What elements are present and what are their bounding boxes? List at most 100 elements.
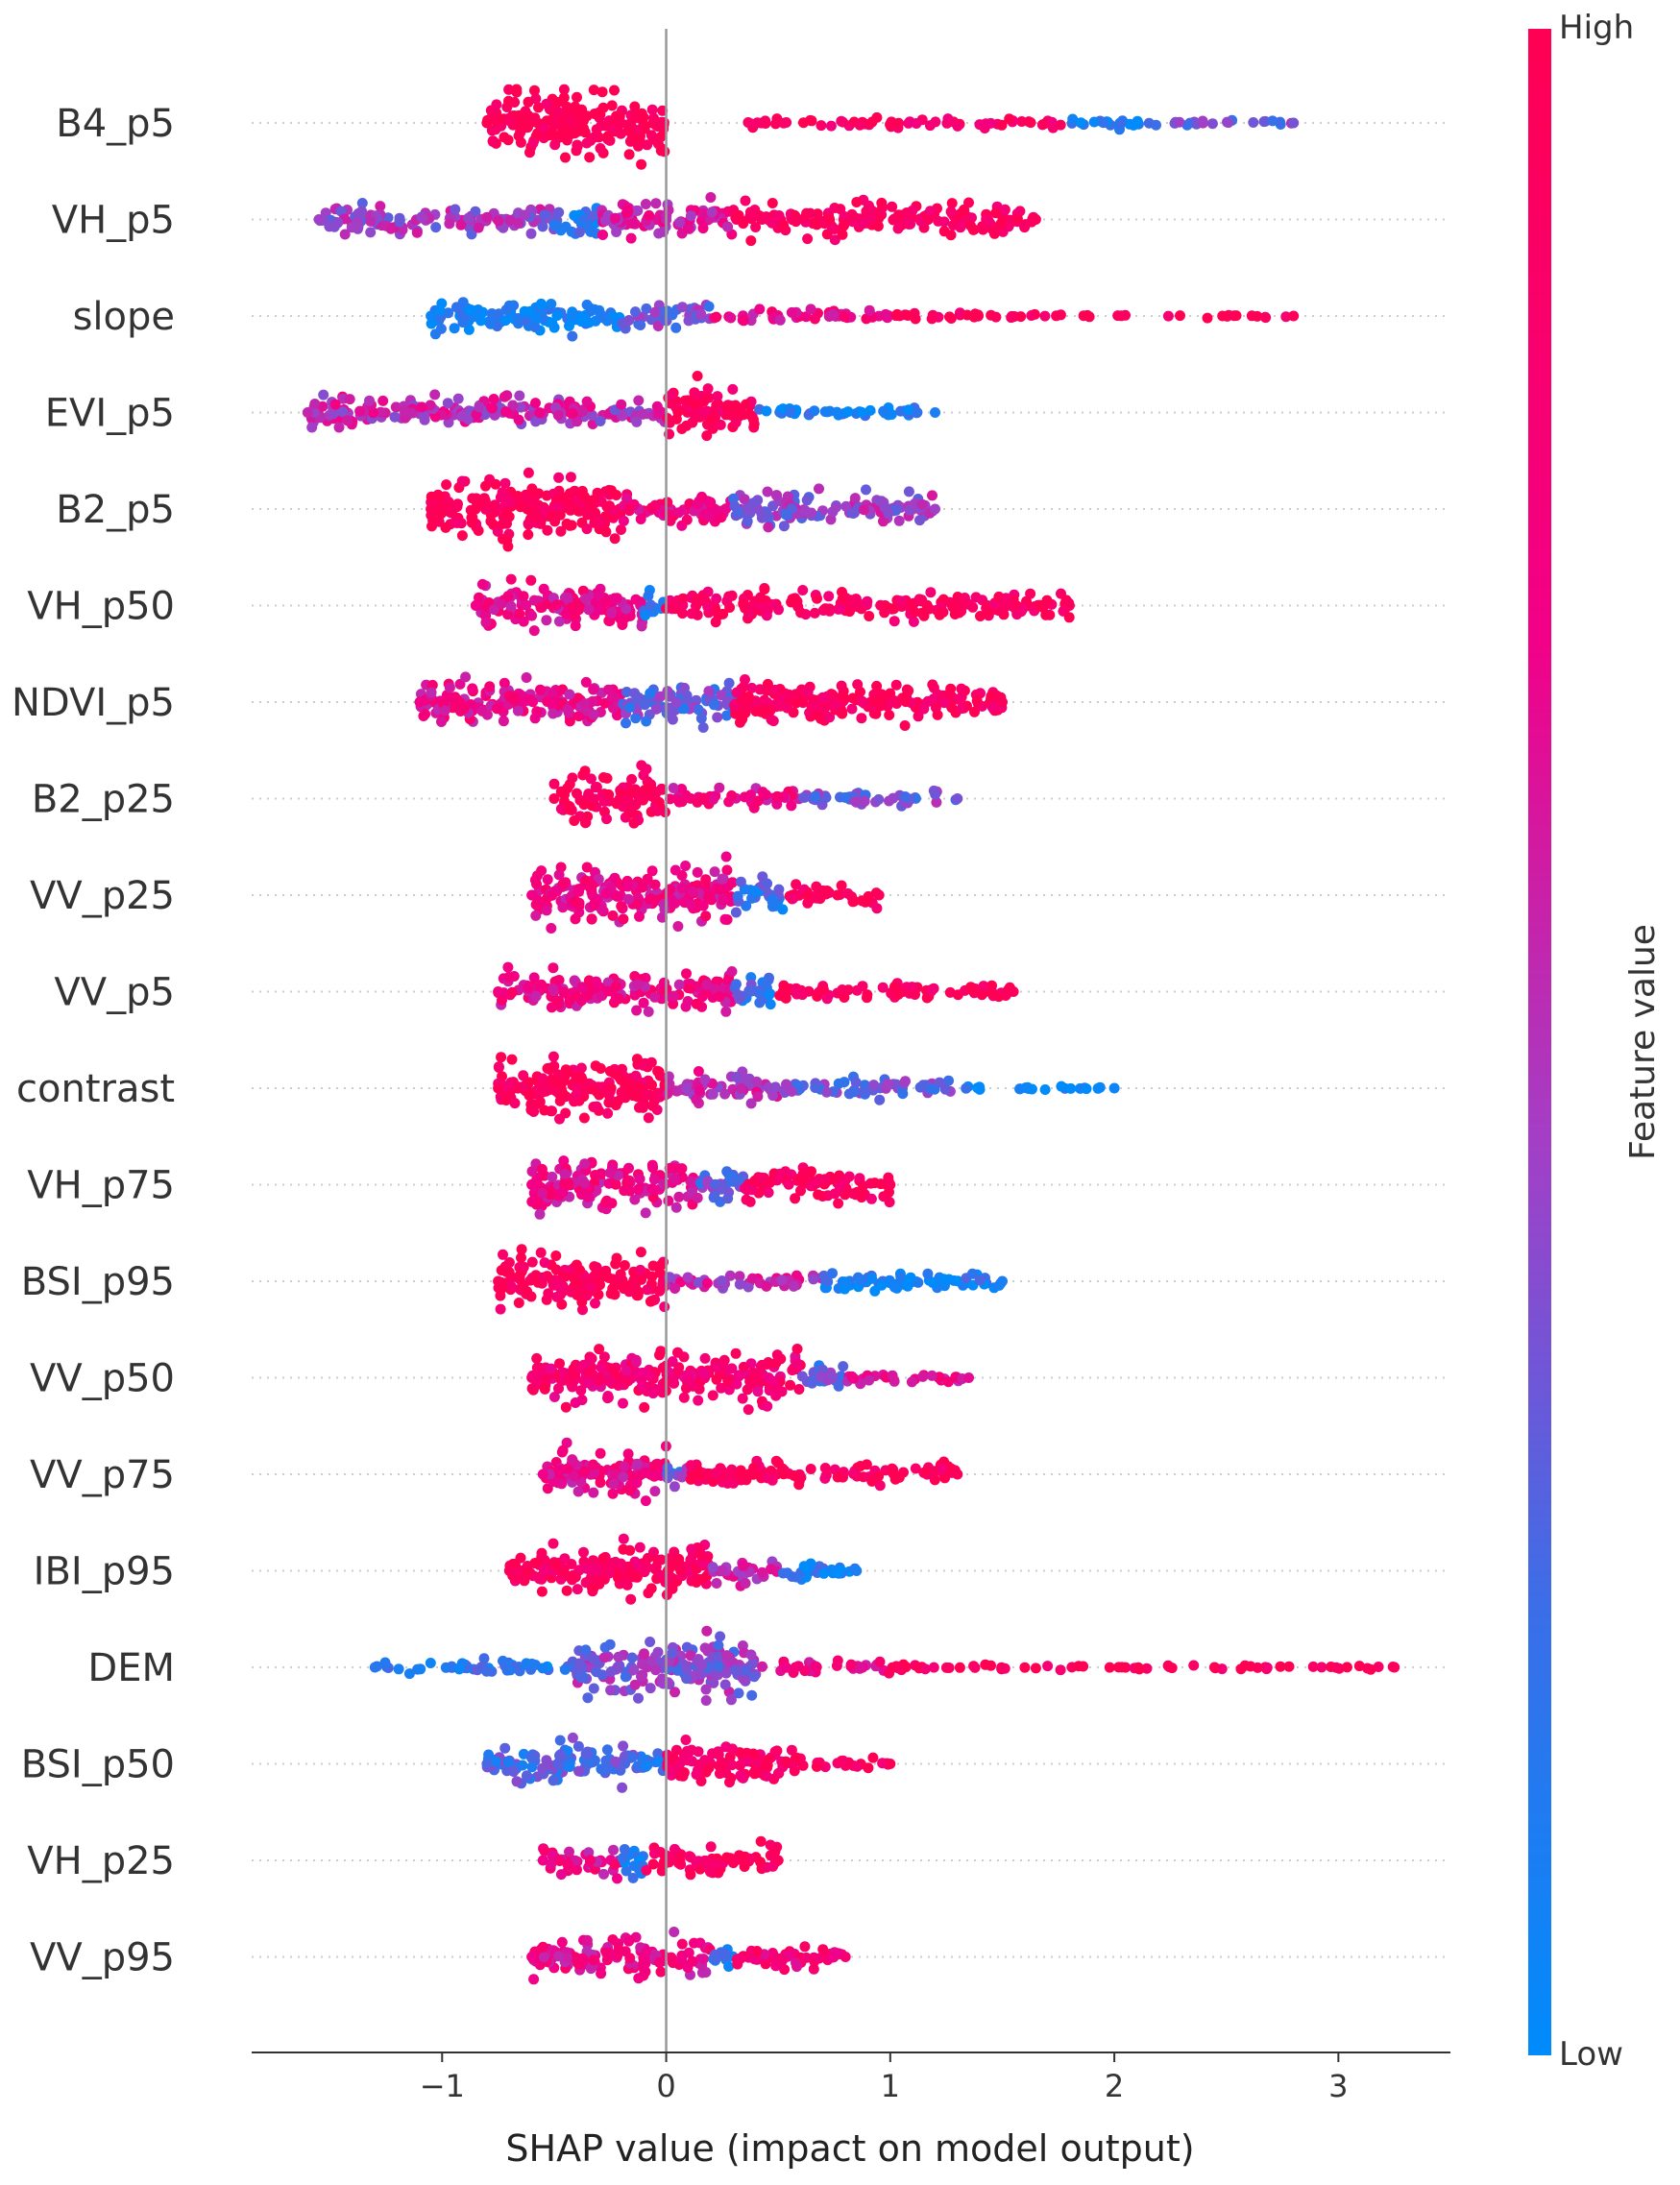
shap-point — [958, 599, 969, 611]
shap-point — [823, 591, 835, 602]
beeswarm-VV_p25 — [526, 851, 885, 934]
shap-point — [491, 99, 502, 110]
shap-point — [572, 1486, 584, 1497]
shap-point — [444, 218, 455, 230]
shap-point — [976, 989, 987, 1001]
shap-point — [306, 422, 318, 433]
shap-point — [714, 782, 725, 793]
shap-point — [885, 1179, 896, 1190]
shap-point — [499, 677, 510, 689]
shap-point — [645, 599, 656, 611]
shap-point — [642, 873, 653, 885]
shap-point — [513, 1298, 524, 1308]
shap-point — [668, 783, 679, 793]
shap-point — [553, 616, 565, 627]
shap-point — [548, 962, 559, 974]
shap-point — [463, 324, 475, 335]
shap-point — [399, 405, 410, 417]
shap-point — [581, 862, 593, 873]
shap-point — [864, 304, 875, 316]
shap-point — [609, 1469, 621, 1480]
shap-point — [436, 716, 447, 727]
shap-point — [827, 506, 839, 518]
shap-point — [481, 211, 493, 223]
shap-point — [564, 804, 575, 815]
shap-point — [496, 598, 507, 610]
shap-point — [626, 773, 638, 785]
shap-point — [809, 607, 820, 619]
shap-point — [622, 881, 634, 892]
shap-point — [560, 1401, 572, 1413]
shap-point — [543, 1062, 554, 1074]
shap-point — [727, 383, 739, 395]
shap-point — [795, 1185, 806, 1197]
shap-point — [1011, 213, 1023, 225]
shap-point — [487, 135, 499, 147]
shap-point — [588, 85, 599, 96]
shap-point — [621, 717, 631, 729]
shap-point — [891, 308, 903, 320]
shap-point — [703, 301, 715, 312]
shap-point — [681, 1082, 692, 1094]
shap-point — [488, 604, 499, 616]
shap-point — [518, 591, 529, 602]
shap-point — [839, 218, 850, 230]
shap-point — [895, 595, 907, 607]
shap-point — [568, 1470, 579, 1482]
shap-point — [676, 1471, 688, 1483]
shap-point — [744, 985, 756, 997]
shap-point — [785, 406, 796, 418]
shap-point — [857, 695, 868, 707]
shap-point — [850, 1077, 862, 1088]
shap-point — [885, 119, 896, 131]
shap-point — [522, 122, 533, 134]
shap-point — [621, 1365, 632, 1376]
shap-point — [808, 1274, 819, 1285]
shap-point — [813, 1189, 824, 1201]
shap-point — [767, 198, 778, 208]
shap-point — [952, 793, 963, 804]
shap-point — [901, 207, 913, 218]
shap-point — [452, 498, 463, 510]
shap-point — [618, 515, 629, 526]
shap-point — [707, 1562, 718, 1573]
shap-point — [988, 224, 1000, 235]
shap-point — [681, 514, 693, 525]
shap-point — [623, 795, 634, 807]
shap-point — [450, 204, 461, 215]
shap-point — [389, 411, 401, 423]
shap-point — [791, 879, 802, 890]
shap-point — [530, 398, 541, 409]
shap-point — [583, 1367, 595, 1378]
shap-point — [492, 525, 503, 537]
shap-point — [986, 985, 997, 997]
shap-point — [717, 1275, 727, 1286]
shap-point — [529, 874, 541, 886]
shap-point — [880, 600, 891, 612]
shap-point — [701, 979, 713, 990]
shap-point — [580, 816, 592, 828]
shap-point — [916, 607, 928, 619]
shap-point — [531, 313, 543, 325]
shap-point — [824, 712, 836, 723]
shap-point — [1230, 310, 1242, 322]
shap-point — [889, 1281, 900, 1293]
shap-point — [772, 790, 783, 802]
shap-point — [514, 111, 525, 123]
shap-point — [493, 986, 504, 997]
shap-point — [811, 892, 822, 904]
shap-point — [716, 1382, 727, 1394]
shap-point — [495, 1303, 506, 1315]
shap-point — [738, 1469, 749, 1480]
shap-point — [526, 1196, 538, 1207]
shap-point — [742, 516, 753, 527]
shap-point — [676, 1163, 688, 1175]
shap-point — [496, 1265, 507, 1276]
shap-point — [602, 977, 614, 988]
shap-point — [465, 304, 476, 315]
shap-point — [754, 303, 766, 315]
shap-point — [634, 910, 645, 922]
shap-point — [833, 1078, 844, 1089]
shap-point — [354, 405, 366, 417]
shap-point — [633, 395, 645, 406]
